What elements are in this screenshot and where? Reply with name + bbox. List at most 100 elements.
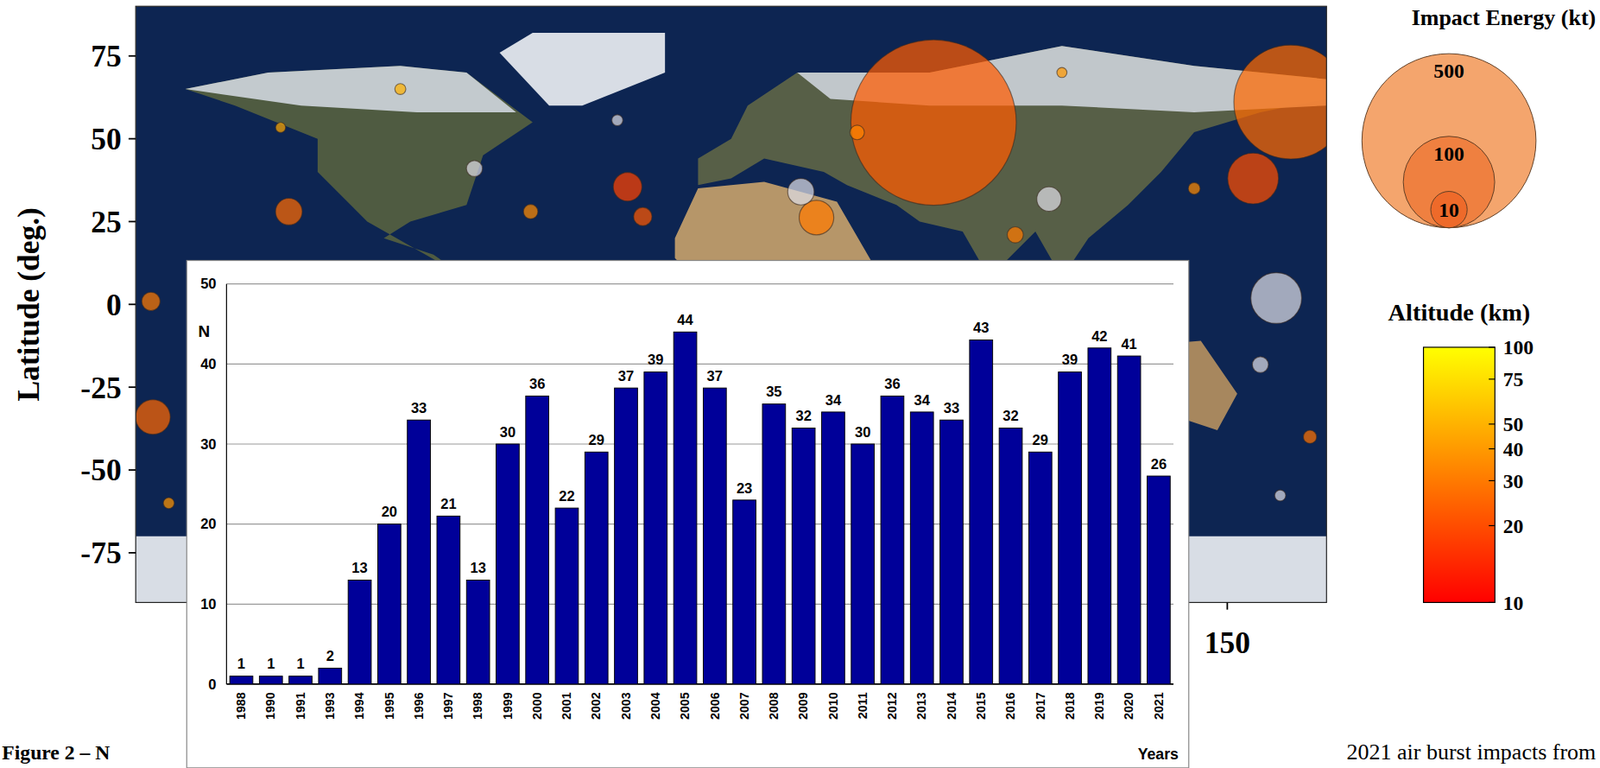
- x-tick-label: 2013: [914, 691, 929, 720]
- inset-panel: [186, 260, 1189, 768]
- impact-bubble: [1251, 272, 1303, 324]
- lon-tick: [1226, 601, 1228, 609]
- y-axis-line: [226, 284, 228, 684]
- bar: [851, 443, 875, 684]
- bar: [880, 395, 905, 684]
- impact-bubble: [466, 160, 483, 178]
- lat-tick-label: 50: [90, 121, 121, 157]
- x-tick-label: 2004: [648, 691, 663, 720]
- bar: [259, 676, 283, 684]
- data-label: 35: [765, 383, 782, 400]
- data-label: 37: [618, 367, 634, 385]
- impact-bubble: [799, 200, 835, 235]
- color-bar-tick: [1488, 346, 1495, 348]
- size-legend-title: Impact Energy (kt): [1411, 5, 1597, 31]
- x-tick-label: 2001: [559, 691, 574, 720]
- data-label: 30: [499, 423, 516, 441]
- color-bar-label: 20: [1503, 514, 1525, 538]
- impact-bubble: [163, 497, 175, 509]
- impact-bubble: [612, 114, 624, 127]
- data-label: 1: [266, 655, 275, 672]
- x-tick-label: 1993: [322, 691, 337, 720]
- x-tick-label: 2006: [708, 691, 722, 720]
- grid-line: [226, 283, 1174, 285]
- data-label: 34: [914, 392, 931, 409]
- data-label: 13: [469, 559, 486, 576]
- bar: [791, 427, 816, 684]
- color-bar-tick: [1488, 524, 1495, 526]
- lat-tick-label: -25: [80, 370, 121, 405]
- y-tick-label: 30: [200, 436, 216, 453]
- bar: [702, 387, 727, 684]
- data-label: 39: [1062, 351, 1078, 368]
- bar: [1058, 372, 1082, 684]
- bar: [525, 395, 550, 684]
- lon-tick-label: 150: [1204, 625, 1251, 660]
- x-tick-label: 2010: [826, 691, 841, 720]
- impact-bubble: [1233, 44, 1327, 159]
- color-bar-label: 10: [1503, 591, 1525, 614]
- size-legend-circle: [1361, 53, 1537, 228]
- x-tick-label: 1995: [382, 691, 397, 720]
- data-label: 33: [943, 399, 960, 417]
- bar: [436, 515, 461, 684]
- x-tick-label: 2020: [1121, 691, 1136, 720]
- data-label: 44: [676, 311, 694, 329]
- data-label: 23: [736, 480, 753, 497]
- lat-tick-label: -75: [80, 535, 121, 570]
- x-tick-label: 1991: [293, 691, 308, 720]
- impact-bubble: [613, 172, 642, 202]
- lat-tick-label: -50: [80, 452, 121, 487]
- x-tick-label: 1994: [352, 691, 367, 720]
- y-tick-label: 0: [208, 676, 216, 693]
- x-tick-label: 2014: [944, 691, 959, 720]
- impact-bubble: [523, 204, 538, 220]
- bar: [555, 507, 579, 684]
- bar: [229, 676, 253, 684]
- data-label: 42: [1091, 328, 1107, 345]
- bar: [910, 411, 934, 684]
- color-bar-title: Altitude (km): [1388, 298, 1531, 326]
- land: [697, 45, 1327, 278]
- data-label: 1: [237, 655, 246, 672]
- lat-tick: [128, 303, 136, 305]
- x-tick-label: 1988: [233, 691, 248, 720]
- size-legend-circle: [1403, 136, 1495, 228]
- bar: [644, 372, 668, 684]
- x-tick-label: 1997: [441, 691, 456, 720]
- bar: [347, 579, 372, 684]
- impact-bubble: [135, 399, 171, 435]
- color-bar-tick: [1488, 601, 1495, 603]
- bar: [407, 419, 431, 684]
- land: [499, 32, 666, 106]
- bar: [614, 387, 639, 684]
- impact-bubble: [1227, 152, 1279, 204]
- lat-tick-label: 25: [90, 204, 121, 240]
- size-legend-label: 10: [1438, 198, 1460, 222]
- impact-bubble: [1302, 430, 1316, 443]
- lat-tick-label: 0: [106, 287, 122, 323]
- data-label: 20: [381, 503, 398, 520]
- bar: [1117, 355, 1141, 684]
- y-tick-label: 10: [200, 595, 216, 613]
- impact-bubble: [850, 39, 1017, 206]
- lat-tick: [128, 55, 136, 57]
- impact-bubble: [787, 178, 815, 206]
- data-label: 37: [707, 367, 723, 385]
- data-label: 33: [411, 399, 427, 417]
- x-tick-label: 2007: [737, 691, 752, 720]
- bar: [496, 443, 520, 684]
- bar: [733, 499, 757, 684]
- x-tick-label: 1996: [411, 691, 426, 720]
- caption-fragment: Figure 2 – N: [1, 740, 110, 764]
- lat-tick: [128, 221, 136, 223]
- x-tick-label: 2018: [1062, 691, 1077, 720]
- impact-bubble: [849, 125, 865, 140]
- y-tick-label: 20: [200, 515, 216, 532]
- impact-bubble: [1252, 356, 1269, 374]
- x-tick-label: 2021: [1151, 691, 1166, 720]
- bar: [1147, 475, 1171, 684]
- bar: [1028, 451, 1052, 684]
- impact-bubble: [141, 291, 160, 310]
- impact-bubble: [633, 207, 652, 226]
